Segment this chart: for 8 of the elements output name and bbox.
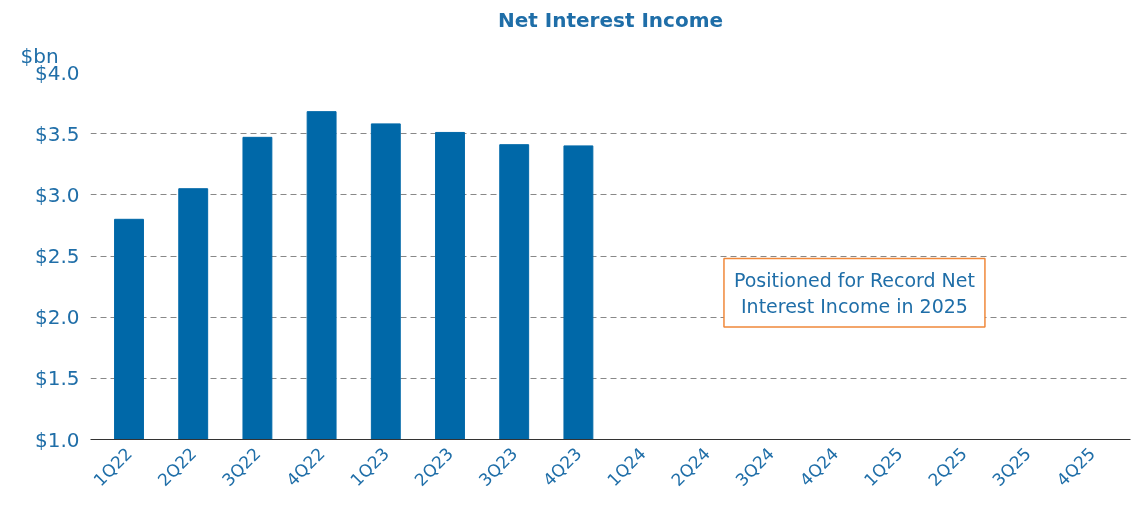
annotation: Positioned for Record Net Interest Income in 2025 (733, 268, 975, 317)
y-tick-label: $3.5 (34, 121, 80, 146)
chart-title: Net Interest Income (497, 7, 724, 32)
y-tick-label: $1.0 (34, 427, 80, 452)
y-tick-label: $2.5 (34, 244, 80, 268)
y-tick-label: $2.0 (34, 305, 80, 330)
y-tick-label: $1.5 (34, 366, 80, 391)
y-tick-label: $3.0 (34, 182, 80, 207)
